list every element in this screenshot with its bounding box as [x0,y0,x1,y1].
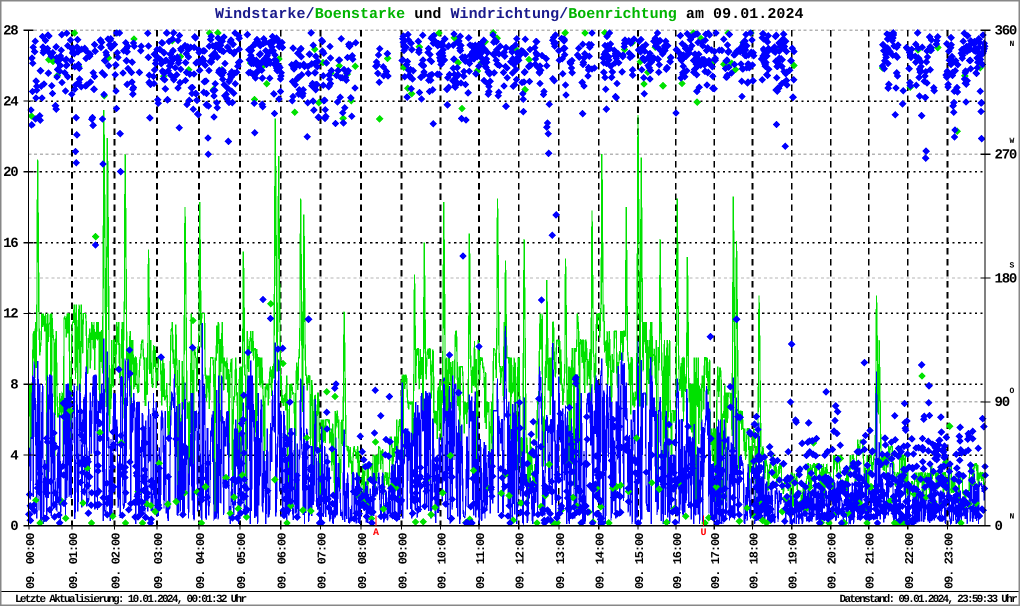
svg-text:Letzte Aktualisierung: 10.01.2: Letzte Aktualisierung: 10.01.2024, 00:01… [15,594,246,606]
svg-text:A: A [373,528,379,539]
svg-text:09. 08:00: 09. 08:00 [356,533,370,589]
svg-text:09. 04:00: 09. 04:00 [194,533,208,589]
svg-text:4: 4 [10,448,18,464]
svg-text:09. 15:00: 09. 15:00 [633,533,647,589]
svg-text:09. 16:00: 09. 16:00 [671,533,685,589]
svg-text:09. 18:00: 09. 18:00 [748,533,762,589]
svg-text:N: N [1010,40,1015,49]
svg-text:180: 180 [995,271,1017,287]
svg-text:09. 22:00: 09. 22:00 [903,533,917,589]
svg-text:09. 23:00: 09. 23:00 [943,533,957,589]
svg-text:90: 90 [995,395,1010,411]
svg-text:16: 16 [3,236,18,252]
svg-text:09. 06:00: 09. 06:00 [276,533,290,589]
svg-text:0: 0 [995,519,1003,535]
svg-text:09. 03:00: 09. 03:00 [152,533,166,589]
svg-text:28: 28 [3,24,18,40]
svg-text:09. 17:00: 09. 17:00 [709,533,723,589]
svg-text:S: S [1010,261,1015,270]
svg-text:20: 20 [3,165,18,181]
svg-text:0: 0 [10,519,18,535]
svg-text:270: 270 [995,147,1017,163]
svg-text:09. 19:00: 09. 19:00 [787,533,801,589]
svg-text:12: 12 [3,307,18,323]
svg-text:Datenstand: 09.01.2024, 23:59:: Datenstand: 09.01.2024, 23:59:33 Uhr [840,594,1018,606]
svg-text:09. 05:00: 09. 05:00 [235,533,249,589]
svg-text:09. 13:00: 09. 13:00 [554,533,568,589]
svg-text:09. 11:00: 09. 11:00 [474,533,488,589]
svg-text:09. 12:00: 09. 12:00 [514,533,528,589]
svg-text:N: N [1010,513,1015,522]
svg-text:09. 02:00: 09. 02:00 [110,533,124,589]
svg-text:09. 21:00: 09. 21:00 [864,533,878,589]
svg-text:09. 00:00: 09. 00:00 [24,533,38,589]
svg-text:09. 20:00: 09. 20:00 [826,533,840,589]
svg-text:24: 24 [3,94,18,110]
svg-text:O: O [1010,387,1015,396]
svg-text:09. 10:00: 09. 10:00 [436,533,450,589]
svg-text:360: 360 [995,24,1017,40]
svg-text:W: W [1010,137,1015,146]
svg-text:09. 01:00: 09. 01:00 [67,533,81,589]
svg-text:09. 09:00: 09. 09:00 [397,533,411,589]
svg-text:09. 07:00: 09. 07:00 [316,533,330,589]
svg-text:8: 8 [10,378,18,394]
svg-text:09. 14:00: 09. 14:00 [594,533,608,589]
svg-text:U: U [700,528,706,539]
